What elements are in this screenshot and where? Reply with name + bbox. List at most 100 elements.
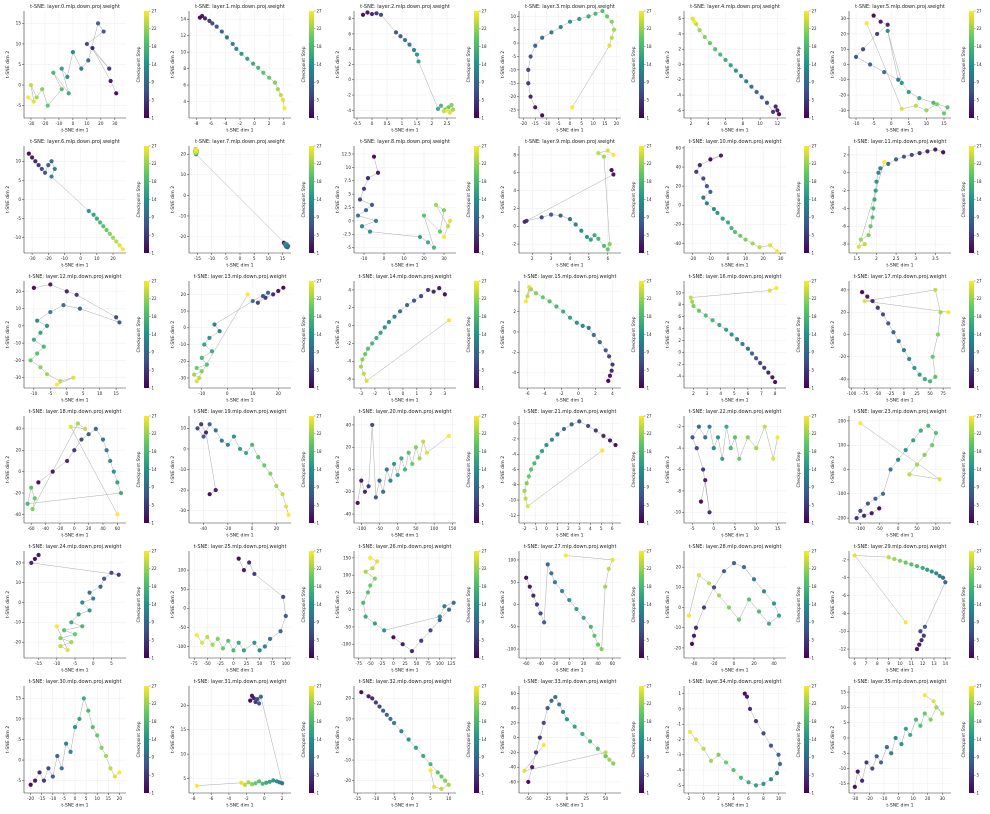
y-tick-label: -10	[14, 235, 21, 240]
data-point	[366, 694, 371, 699]
data-point	[577, 419, 582, 424]
y-tick-label: 0	[18, 757, 21, 762]
data-point	[526, 779, 531, 785]
data-point	[370, 696, 375, 701]
data-point	[31, 285, 36, 291]
data-point	[86, 58, 91, 63]
y-tick-label: -12	[509, 513, 516, 518]
data-point	[220, 646, 226, 651]
colorbar-tick-label: 18	[977, 44, 983, 49]
y-tick-label: 20	[346, 696, 352, 701]
data-point	[925, 149, 930, 154]
chart-title: t-SNE: layer.24.mlp.down.proj.weight	[29, 544, 122, 550]
data-point	[549, 212, 554, 217]
tsne-panel-layer-13: -10 0 10 20 -30 -20 -10 0 10 20 t-SNE dim 1 t-SNE d…	[165, 270, 330, 405]
data-point	[248, 698, 253, 703]
data-point	[587, 739, 593, 744]
data-point	[880, 312, 886, 317]
data-point	[758, 360, 763, 366]
colorbar-tick-label: 1	[317, 250, 320, 255]
colorbar	[144, 146, 149, 253]
data-point	[596, 236, 601, 241]
x-tick-label: 15	[941, 121, 947, 126]
colorbar	[804, 146, 809, 253]
x-tick-label: 2	[531, 256, 534, 261]
y-tick-label: 0	[348, 737, 351, 742]
chart-title: t-SNE: layer.29.mlp.down.proj.weight	[854, 544, 947, 550]
x-tick-label: 15	[775, 526, 781, 531]
data-point	[611, 152, 616, 158]
x-tick-label: 2	[594, 391, 597, 396]
y-tick-label: 40	[346, 422, 352, 427]
data-point	[55, 753, 60, 759]
x-tick-label: -30	[29, 256, 36, 261]
colorbar	[639, 281, 644, 388]
gridlines	[354, 551, 456, 658]
x-axis-label: t-SNE dim 1	[886, 263, 913, 269]
y-tick-label: 10	[16, 306, 22, 311]
x-axis-label: t-SNE dim 1	[886, 398, 913, 404]
y-tick-label: -2	[512, 436, 517, 441]
x-tick-label: 1.5	[854, 256, 861, 261]
tsne-panel-layer-19: -40 -20 0 20 -30 -20 -10 0 10 t-SNE dim 1 t-SNE di…	[165, 405, 330, 540]
data-point	[425, 240, 431, 245]
data-point	[372, 621, 377, 626]
y-axis-label: t-SNE dim 2	[170, 321, 176, 348]
data-point	[431, 289, 436, 294]
colorbar-tick-label: 5	[812, 368, 815, 373]
colorbar-tick-label: 27	[977, 8, 983, 13]
data-point	[115, 512, 120, 517]
data-point	[544, 442, 549, 448]
data-point	[745, 346, 751, 351]
data-point	[384, 712, 389, 717]
data-point	[875, 31, 880, 37]
data-point	[25, 501, 30, 506]
y-tick-label: 0	[678, 203, 681, 208]
colorbar-tick-label: 9	[812, 215, 815, 220]
y-tick-label: -50	[179, 625, 186, 630]
x-axis-label: t-SNE dim 1	[391, 398, 418, 404]
colorbar-tick-label: 18	[647, 584, 653, 589]
data-point	[360, 12, 366, 17]
data-point	[866, 233, 871, 238]
chart-title: t-SNE: layer.5.mlp.down.proj.weight	[855, 4, 945, 10]
y-tick-label: 50	[511, 580, 517, 585]
x-tick-label: 50	[257, 661, 263, 666]
data-point	[762, 365, 767, 370]
colorbar-tick-label: 27	[647, 143, 653, 148]
chart-title: t-SNE: layer.7.mlp.down.proj.weight	[195, 139, 285, 145]
colorbar-tick-label: 14	[152, 602, 158, 607]
data-point	[260, 781, 265, 786]
data-point	[375, 170, 381, 175]
data-point	[527, 285, 532, 290]
data-point	[611, 172, 616, 177]
data-point	[525, 504, 530, 509]
x-tick-label: -10	[543, 121, 550, 126]
y-axis-label: t-SNE dim 2	[335, 186, 341, 213]
data-point	[250, 298, 255, 304]
data-point	[724, 327, 729, 332]
colorbar-tick-label: 5	[482, 773, 485, 778]
y-tick-label: -20	[14, 490, 21, 495]
data-point	[933, 287, 938, 293]
colorbar-tick-label: 14	[152, 737, 158, 742]
data-point	[194, 632, 199, 638]
y-tick-label: 100	[178, 568, 186, 573]
data-point	[108, 458, 113, 464]
data-point	[878, 760, 884, 765]
data-point	[913, 103, 918, 108]
data-point	[425, 287, 431, 293]
data-point	[753, 356, 759, 361]
data-point	[882, 70, 887, 75]
data-point	[891, 330, 896, 335]
colorbar-tick-label: 5	[152, 368, 155, 373]
colorbar-tick-label: 18	[482, 314, 488, 319]
x-tick-label: 2	[430, 391, 433, 396]
data-point	[609, 368, 614, 373]
x-tick-label: -5	[392, 796, 397, 801]
colorbar-label: Checkpoint Step	[631, 721, 637, 757]
data-point	[374, 335, 379, 341]
x-tick-label: 6	[747, 796, 750, 801]
data-point	[580, 731, 585, 737]
